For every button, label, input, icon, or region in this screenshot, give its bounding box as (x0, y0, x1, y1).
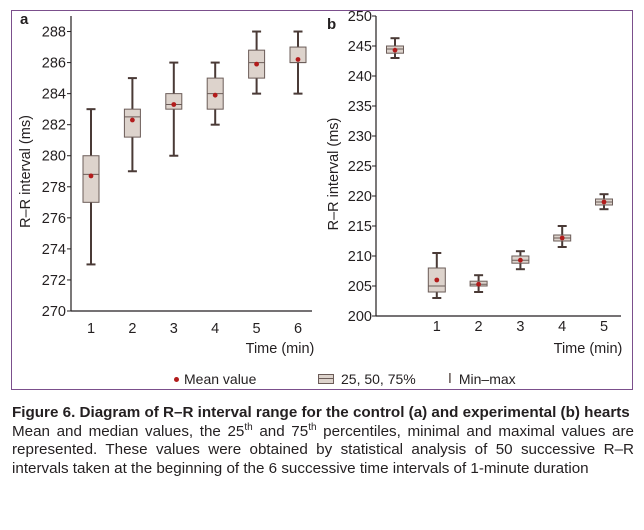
x-tick-label: 2 (128, 321, 136, 337)
y-tick-label: 245 (348, 39, 372, 55)
mean-dot (518, 257, 523, 263)
caption-body: Mean and median values, the 25th and 75t… (12, 421, 634, 479)
caption-superscript: th (308, 421, 317, 433)
y-axis-label: R–R interval (ms) (326, 118, 342, 231)
y-axis-label: R–R interval (ms) (18, 115, 34, 228)
y-tick-label: 205 (348, 279, 372, 295)
x-tick-label: 1 (87, 321, 95, 337)
figure-frame: a 270 272 274 276 278 280 282 284 286 288 R–R inter… (11, 10, 633, 390)
panel-label: b (327, 16, 336, 33)
box-swatch-icon (318, 374, 334, 384)
y-tick-label: 210 (348, 249, 372, 265)
x-tick-label: 3 (170, 321, 178, 337)
mean-dot (559, 235, 565, 241)
iqr-box (165, 93, 183, 110)
mean-dot (130, 117, 135, 123)
mean-dot (254, 61, 259, 67)
x-axis-label: Time (min) (554, 341, 623, 357)
y-tick-label: 225 (348, 159, 372, 175)
x-tick-label: 3 (516, 319, 524, 335)
x-tick-label: 4 (211, 321, 219, 337)
legend-whisker: I Min–max (448, 371, 516, 387)
caption-superscript: th (244, 421, 253, 433)
x-tick-label: 5 (600, 319, 608, 335)
caption-body-part: percentiles, minimal and maximal values … (12, 422, 634, 477)
y-tick-label: 240 (348, 69, 372, 85)
y-tick-label: 272 (42, 273, 66, 289)
y-tick-label: 286 (42, 56, 66, 72)
x-tick-label: 5 (253, 321, 261, 337)
y-tick-label: 230 (348, 129, 372, 145)
caption-body-part: Mean and median values, the 25 (12, 422, 245, 440)
iqr-box (123, 108, 141, 138)
y-tick-label: 288 (42, 25, 66, 41)
y-tick-label: 278 (42, 180, 66, 196)
y-tick-label: 270 (42, 304, 66, 320)
y-tick-label: 220 (348, 189, 372, 205)
x-tick-label: 6 (294, 321, 302, 337)
x-tick-label: 2 (475, 319, 483, 335)
y-tick-label: 250 (348, 11, 372, 25)
whisker-icon: I (448, 371, 452, 387)
mean-dot (88, 173, 94, 179)
box-plot-chart: a 270 272 274 276 278 280 282 284 286 288 R–R inter… (18, 11, 623, 357)
mean-dot (171, 102, 177, 107)
mean-dot (212, 92, 218, 98)
y-tick-label: 282 (42, 118, 66, 134)
iqr-box (82, 155, 100, 203)
mean-dot (476, 281, 481, 287)
legend-mean: Mean value (174, 371, 256, 387)
legend-box-label: 25, 50, 75% (341, 371, 416, 387)
figure-caption: Figure 6. Diagram of R–R interval range … (12, 404, 634, 478)
mean-dot (601, 199, 607, 205)
mean-dot (392, 47, 398, 53)
x-tick-label: 1 (433, 319, 441, 335)
legend-mean-label: Mean value (184, 371, 257, 387)
y-tick-label: 200 (348, 309, 372, 325)
panel-label: a (20, 11, 29, 28)
caption-title: Figure 6. Diagram of R–R interval range … (12, 404, 630, 421)
mean-dot-icon (174, 376, 179, 382)
x-tick-label: 4 (558, 319, 566, 335)
caption-body-part: and 75 (252, 422, 309, 440)
y-tick-label: 235 (348, 99, 372, 115)
y-tick-label: 215 (348, 219, 372, 235)
legend-box: 25, 50, 75% (318, 371, 416, 387)
y-tick-label: 280 (42, 149, 66, 165)
legend: Mean value 25, 50, 75% I Min–max (12, 371, 634, 391)
legend-whisker-label: Min–max (458, 371, 516, 387)
mean-dot (295, 57, 301, 62)
y-tick-label: 276 (42, 211, 66, 227)
y-tick-label: 274 (42, 242, 66, 258)
mean-dot (434, 277, 440, 283)
y-tick-label: 284 (42, 87, 66, 103)
x-axis-label: Time (min) (246, 341, 315, 357)
